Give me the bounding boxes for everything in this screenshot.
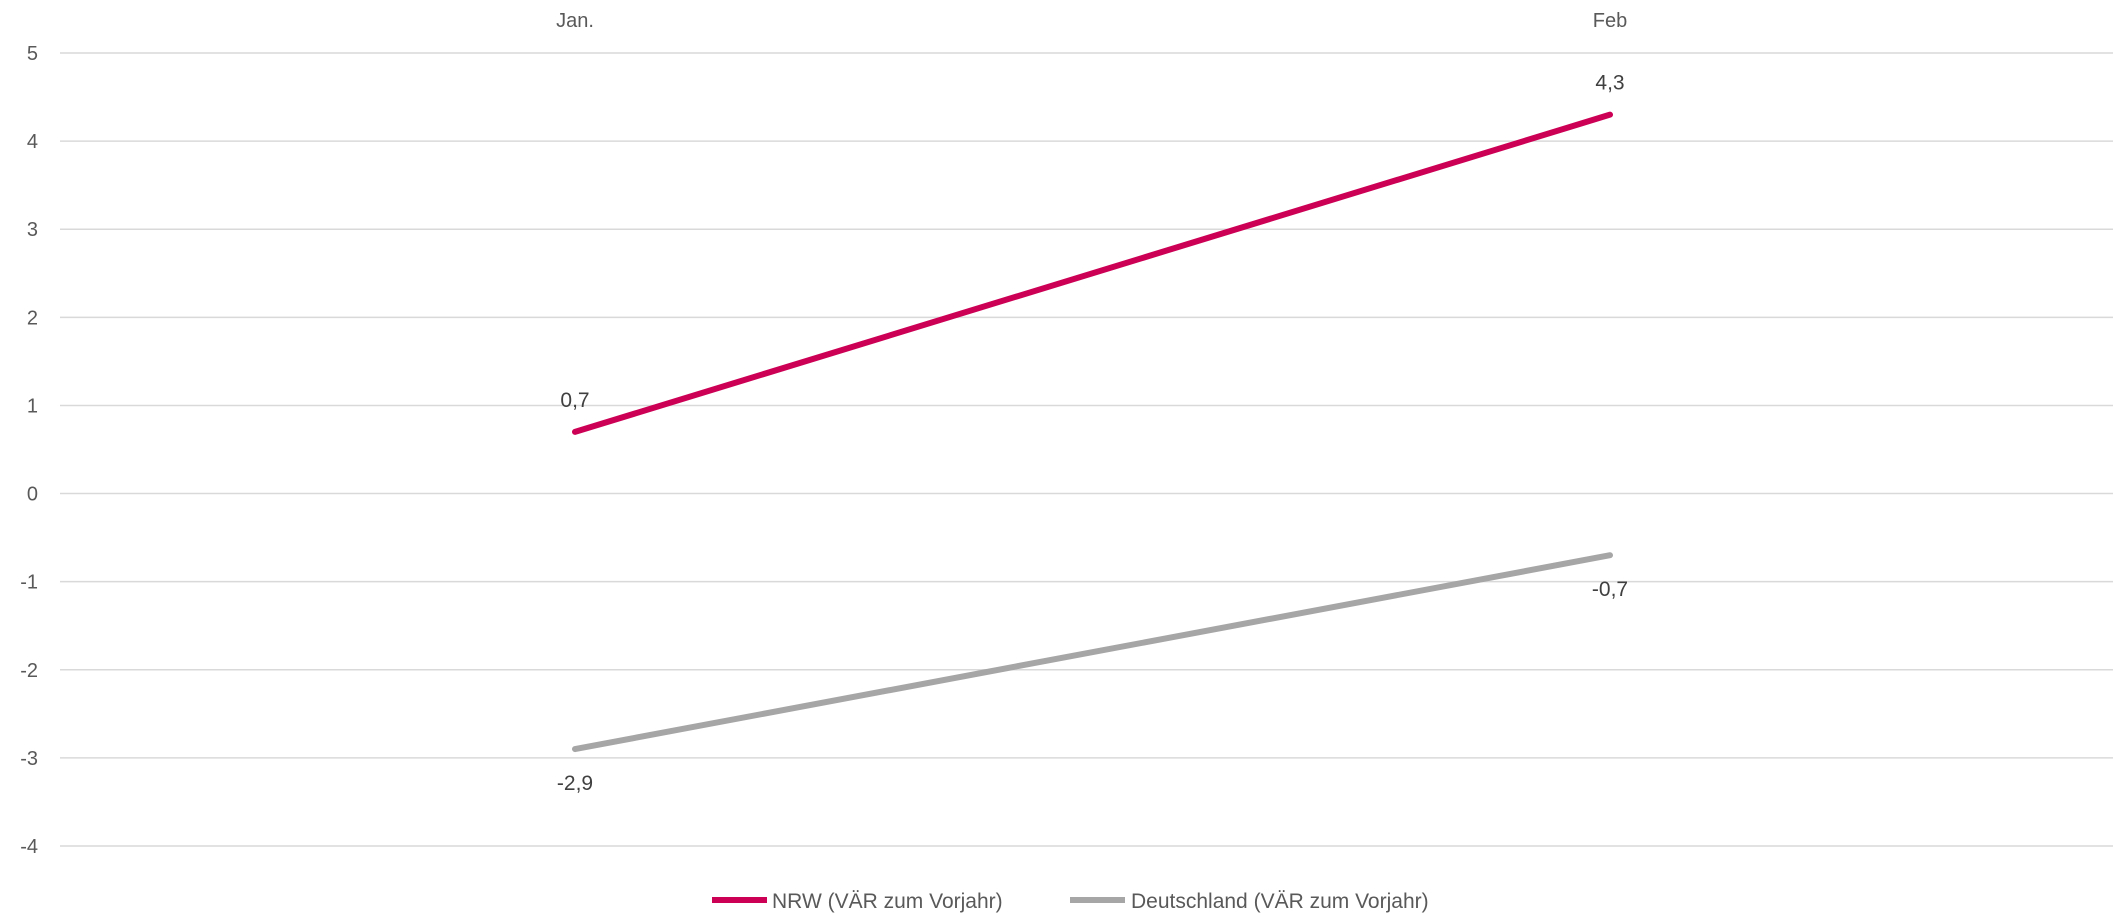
y-tick-label: 4 (27, 131, 38, 153)
y-tick-label: 1 (27, 395, 38, 417)
y-tick-label: -4 (20, 836, 38, 858)
legend-item: Deutschland (VÄR zum Vorjahr) (1070, 890, 1429, 913)
series-line-0 (572, 111, 1613, 435)
series-lines (572, 111, 1613, 753)
y-axis-tick-labels: 5 4 3 2 1 0 -1 -2 -3 -4 (20, 43, 38, 858)
y-tick-label: -3 (20, 748, 38, 770)
series-line-1 (572, 552, 1613, 753)
gridlines (60, 52, 2113, 847)
legend-item: NRW (VÄR zum Vorjahr) (712, 890, 1003, 913)
y-tick-label: -2 (20, 660, 38, 682)
x-axis-tick-labels: Jan. Feb (556, 10, 1627, 32)
data-label: 0,7 (560, 389, 589, 412)
data-label: 4,3 (1595, 72, 1624, 95)
y-tick-label: 5 (27, 43, 38, 65)
x-tick-label: Jan. (556, 10, 594, 32)
legend-label: Deutschland (VÄR zum Vorjahr) (1131, 890, 1429, 913)
y-tick-label: -1 (20, 572, 38, 594)
legend-label: NRW (VÄR zum Vorjahr) (772, 890, 1003, 913)
data-label: -0,7 (1592, 578, 1628, 601)
legend: NRW (VÄR zum Vorjahr) Deutschland (VÄR zu… (712, 890, 1429, 913)
data-labels: 0,7 4,3 -2,9 -0,7 (557, 72, 1628, 795)
x-tick-label: Feb (1593, 10, 1627, 32)
data-label: -2,9 (557, 772, 593, 795)
y-tick-label: 3 (27, 219, 38, 241)
y-tick-label: 2 (27, 307, 38, 329)
y-tick-label: 0 (27, 484, 38, 506)
